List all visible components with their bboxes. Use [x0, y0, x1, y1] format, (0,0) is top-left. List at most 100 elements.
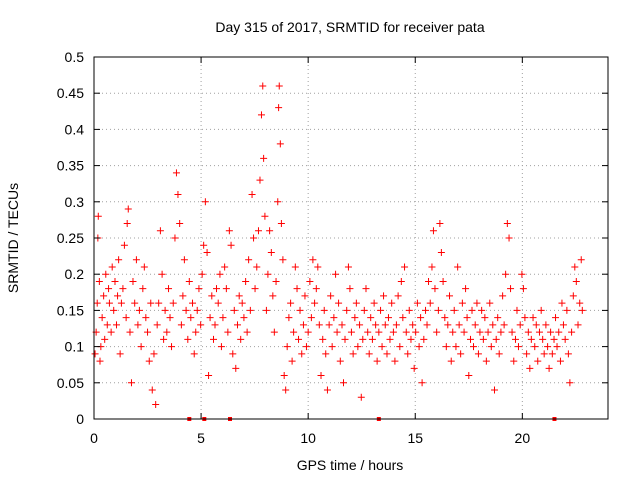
- data-point: [410, 364, 418, 372]
- data-point: [150, 350, 158, 358]
- data-point: [577, 256, 585, 264]
- data-point: [389, 328, 397, 336]
- data-point: [156, 227, 164, 235]
- data-point: [240, 314, 248, 322]
- data-point: [426, 299, 434, 307]
- x-tick-label: 5: [197, 430, 205, 446]
- data-point: [552, 314, 560, 322]
- data-point: [578, 306, 586, 314]
- data-point: [351, 314, 359, 322]
- data-point: [507, 285, 515, 293]
- data-point: [94, 212, 102, 220]
- data-point: [253, 263, 261, 271]
- data-point: [266, 227, 274, 235]
- data-point: [277, 220, 285, 228]
- x-tick-label: 0: [90, 430, 98, 446]
- data-point: [576, 299, 584, 307]
- data-point: [564, 350, 572, 358]
- data-point: [131, 299, 139, 307]
- data-point: [455, 321, 463, 329]
- data-point: [465, 372, 473, 380]
- data-point: [190, 350, 198, 358]
- data-point: [176, 220, 184, 228]
- data-point: [195, 285, 203, 293]
- data-point: [101, 335, 109, 343]
- data-point: [189, 299, 197, 307]
- data-point: [399, 314, 407, 322]
- y-tick-label: 0.3: [65, 194, 85, 210]
- data-point: [100, 292, 108, 300]
- data-point: [192, 328, 200, 336]
- data-point: [401, 263, 409, 271]
- data-point: [332, 270, 340, 278]
- data-point: [309, 256, 317, 264]
- data-point: [338, 321, 346, 329]
- data-point: [160, 335, 168, 343]
- data-point: [248, 191, 256, 199]
- data-point: [513, 306, 521, 314]
- data-point: [169, 299, 177, 307]
- data-point: [168, 343, 176, 351]
- data-point: [298, 350, 306, 358]
- data-point: [396, 343, 404, 351]
- y-axis-label: SRMTID / TECUs: [5, 183, 21, 293]
- data-point: [110, 306, 118, 314]
- data-point: [347, 328, 355, 336]
- data-point: [314, 263, 322, 271]
- data-point: [259, 82, 267, 90]
- data-point: [147, 299, 155, 307]
- data-point: [235, 292, 243, 300]
- data-point: [224, 328, 232, 336]
- data-point: [126, 328, 134, 336]
- data-point: [481, 314, 489, 322]
- data-point: [217, 343, 225, 351]
- data-point: [340, 379, 348, 387]
- data-point: [433, 328, 441, 336]
- data-point: [155, 299, 163, 307]
- data-point: [518, 270, 526, 278]
- data-point: [123, 220, 131, 228]
- data-point: [296, 306, 304, 314]
- data-point: [516, 321, 524, 329]
- data-point: [457, 350, 465, 358]
- data-point: [377, 306, 385, 314]
- data-point: [105, 299, 113, 307]
- data-point: [166, 314, 174, 322]
- data-point: [95, 277, 103, 285]
- data-point: [429, 227, 437, 235]
- data-point: [553, 343, 561, 351]
- data-point: [571, 263, 579, 271]
- data-point: [397, 277, 405, 285]
- data-point: [511, 335, 519, 343]
- data-point: [394, 292, 402, 300]
- data-point: [514, 343, 522, 351]
- data-point: [487, 343, 495, 351]
- data-point: [544, 343, 552, 351]
- data-point: [437, 248, 445, 256]
- data-point: [91, 350, 99, 358]
- y-tick-label: 0.25: [57, 230, 84, 246]
- data-point: [383, 350, 391, 358]
- data-point: [420, 335, 428, 343]
- x-axis-label: GPS time / hours: [297, 457, 404, 473]
- data-point: [413, 299, 421, 307]
- data-point: [171, 234, 179, 242]
- data-point: [163, 328, 171, 336]
- data-point: [275, 104, 283, 112]
- data-point: [108, 263, 116, 271]
- data-point: [172, 169, 180, 177]
- data-point: [272, 277, 280, 285]
- data-point: [559, 321, 567, 329]
- data-point: [250, 234, 258, 242]
- data-point: [372, 321, 380, 329]
- data-point: [290, 328, 298, 336]
- data-point: [505, 234, 513, 242]
- y-tick-label: 0.1: [65, 339, 85, 355]
- data-point: [392, 321, 400, 329]
- data-point: [454, 263, 462, 271]
- data-point: [499, 292, 507, 300]
- data-point: [98, 314, 106, 322]
- data-point: [330, 314, 338, 322]
- data-point: [352, 299, 360, 307]
- data-point: [574, 321, 582, 329]
